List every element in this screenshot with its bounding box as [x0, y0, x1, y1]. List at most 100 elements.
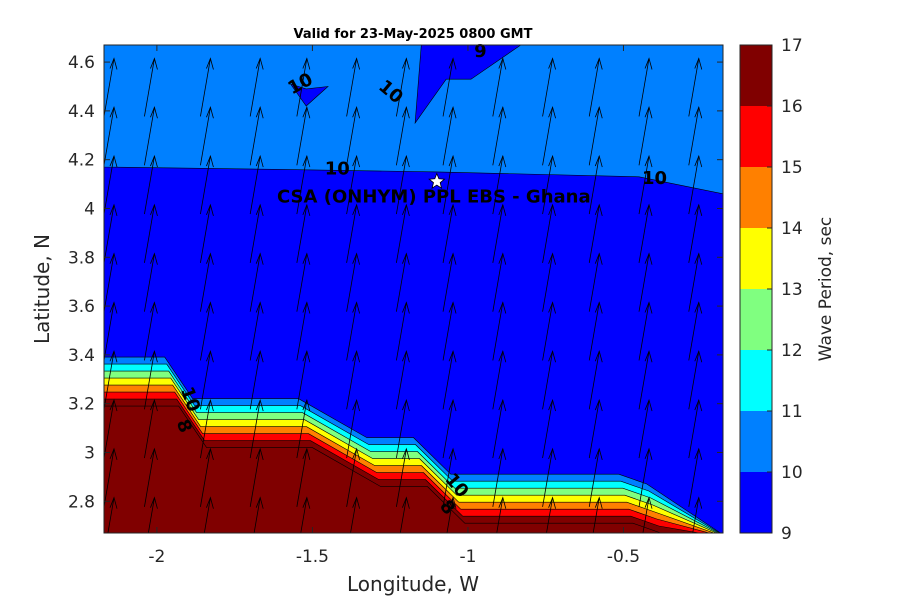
direction-arrow — [442, 398, 457, 459]
direction-arrow — [542, 252, 556, 312]
direction-arrow — [346, 301, 361, 361]
direction-arrow — [588, 301, 603, 361]
direction-arrow — [638, 301, 653, 361]
plot-frame — [103, 44, 724, 534]
direction-arrow — [104, 398, 118, 459]
direction-arrow — [542, 447, 556, 507]
direction-arrow — [588, 57, 603, 117]
contour-label: 10 — [325, 158, 350, 179]
direction-arrow — [446, 496, 457, 533]
direction-arrow — [249, 57, 264, 117]
direction-arrow — [688, 154, 703, 215]
direction-arrow — [688, 398, 703, 459]
direction-arrow — [542, 154, 556, 215]
site-star-icon — [428, 172, 446, 189]
colorbar-swatch — [740, 350, 772, 411]
direction-arrow — [592, 496, 603, 533]
direction-arrow — [395, 350, 410, 410]
direction-arrow — [296, 154, 311, 215]
direction-arrow — [395, 252, 410, 312]
colorbar-swatch — [740, 228, 772, 289]
direction-arrow — [442, 447, 457, 507]
direction-arrow — [492, 350, 507, 410]
y-tick-label: 3.6 — [68, 297, 95, 317]
direction-arrow — [249, 154, 264, 215]
site-name: CSA (ONHYM) PPL EBS - Ghana — [277, 187, 591, 208]
colorbar-tick-label: 17 — [781, 36, 803, 56]
contour-region-9-10 — [414, 45, 522, 125]
direction-arrow — [395, 203, 410, 263]
direction-arrow — [492, 154, 507, 215]
direction-arrow — [296, 57, 311, 117]
land-mask — [104, 405, 665, 533]
colorbar-swatch — [740, 45, 772, 106]
x-tick-label: -1 — [459, 547, 476, 567]
colorbar-tick-label: 10 — [781, 463, 803, 483]
direction-arrow — [144, 203, 158, 263]
direction-arrow — [588, 106, 603, 166]
wave-direction-vectors — [104, 57, 703, 533]
direction-arrow — [546, 496, 556, 533]
direction-arrow — [144, 447, 158, 507]
direction-arrow — [492, 57, 507, 117]
direction-arrow — [296, 398, 311, 459]
colorbar-swatch — [740, 411, 772, 472]
direction-arrow — [346, 398, 361, 459]
direction-arrow — [296, 252, 311, 312]
direction-arrow — [104, 57, 118, 117]
direction-arrow — [542, 398, 556, 459]
direction-arrow — [688, 57, 703, 117]
direction-arrow — [492, 252, 507, 312]
colorbar-tick-label: 9 — [781, 524, 792, 544]
direction-arrow — [249, 398, 264, 459]
colorbar: 9 10 11 12 13 14 15 16 17 — [739, 36, 803, 544]
direction-arrow — [638, 398, 653, 459]
colorbar-tick-label: 14 — [781, 219, 803, 239]
direction-arrow — [442, 203, 457, 263]
direction-arrow — [346, 154, 361, 215]
direction-arrow — [104, 203, 118, 263]
direction-arrow — [642, 496, 653, 533]
direction-arrow — [296, 203, 311, 263]
direction-arrow — [144, 252, 158, 312]
direction-arrow — [395, 398, 410, 459]
direction-arrow — [638, 350, 653, 410]
colorbar-swatch — [740, 106, 772, 167]
x-tick-label: -2 — [148, 547, 165, 567]
direction-arrow — [104, 106, 118, 166]
direction-arrow — [203, 496, 214, 533]
direction-arrow — [496, 496, 507, 533]
y-tick-label: 3.8 — [68, 248, 95, 268]
direction-arrow — [249, 106, 264, 166]
colorbar-label: Wave Period, sec — [816, 217, 836, 362]
direction-arrow — [104, 301, 118, 361]
x-axis-label: Longitude, W — [347, 572, 479, 596]
colorbar-tick-label: 11 — [781, 402, 803, 422]
direction-arrow — [638, 447, 653, 507]
site-marker: CSA (ONHYM) PPL EBS - Ghana — [277, 172, 591, 208]
direction-arrow — [492, 398, 507, 459]
y-tick-label: 3.2 — [68, 395, 95, 415]
direction-arrow — [588, 252, 603, 312]
direction-arrow — [200, 447, 214, 507]
direction-arrow — [395, 154, 410, 215]
direction-arrow — [638, 106, 653, 166]
direction-arrow — [442, 106, 457, 166]
contour-label: 9 — [474, 41, 487, 62]
colorbar-swatch — [740, 472, 772, 533]
y-tick-label: 3.4 — [68, 346, 95, 366]
direction-arrow — [688, 447, 703, 507]
direction-arrow — [104, 252, 118, 312]
direction-arrow — [442, 350, 457, 410]
direction-arrow — [588, 447, 603, 507]
y-axis: 2.8 3 3.2 3.4 3.6 3.8 4 4.2 4.4 4.6 — [68, 53, 723, 512]
contour-region-10-11 — [104, 45, 723, 195]
colorbar-tick-label: 15 — [781, 158, 803, 178]
direction-arrow — [492, 106, 507, 166]
direction-arrow — [249, 203, 264, 263]
direction-arrow — [104, 154, 118, 215]
direction-arrow — [442, 301, 457, 361]
direction-arrow — [144, 398, 158, 459]
x-tick-label: -1.5 — [296, 547, 329, 567]
